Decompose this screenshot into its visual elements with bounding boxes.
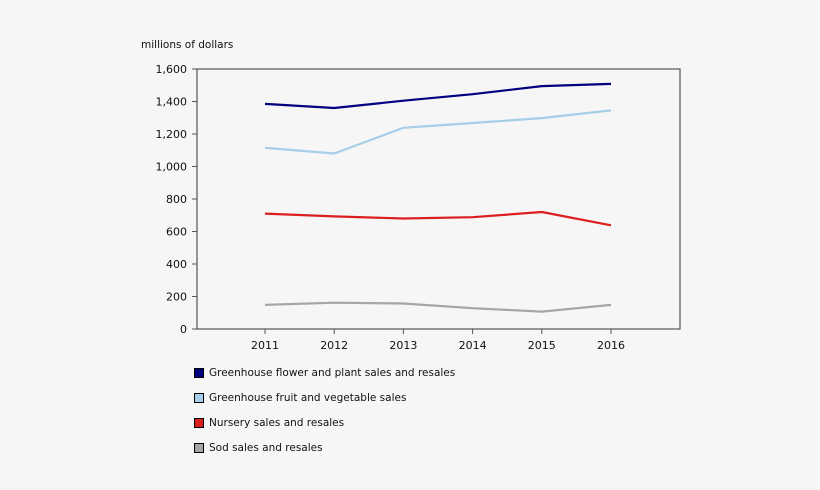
x-tick-label: 2015 — [528, 339, 556, 352]
x-tick-label: 2014 — [459, 339, 487, 352]
y-tick-label: 1,600 — [156, 63, 188, 76]
y-tick-label: 400 — [166, 258, 187, 271]
legend-item: Nursery sales and resales — [194, 410, 455, 435]
x-tick-label: 2012 — [320, 339, 348, 352]
y-tick-label: 800 — [166, 193, 187, 206]
legend-label: Sod sales and resales — [209, 441, 323, 454]
legend-swatch — [194, 367, 204, 378]
y-tick-label: 1,000 — [156, 161, 188, 174]
y-tick-label: 1,200 — [156, 128, 188, 141]
legend-item: Sod sales and resales — [194, 435, 455, 460]
series-line-3 — [264, 210, 612, 227]
y-tick-label: 0 — [180, 323, 187, 336]
x-axis: 2011 2012 2013 2014 2015 2016 — [251, 329, 625, 352]
legend-label: Greenhouse fruit and vegetable sales — [209, 391, 407, 404]
legend-item: Greenhouse flower and plant sales and re… — [194, 360, 455, 385]
x-tick-label: 2011 — [251, 339, 279, 352]
series-line-4 — [264, 301, 612, 313]
y-axis-unit-label: millions of dollars — [141, 39, 233, 51]
y-axis: 0 200 400 600 800 1,000 1,200 1,400 1,600 — [156, 63, 197, 336]
legend-label: Greenhouse flower and plant sales and re… — [209, 366, 456, 379]
plot-area-frame — [196, 68, 681, 330]
series-line-1 — [264, 82, 612, 110]
y-tick-label: 200 — [166, 291, 187, 304]
y-tick-label: 600 — [166, 226, 187, 239]
legend-item: Greenhouse fruit and vegetable sales — [194, 385, 455, 410]
legend-swatch — [194, 392, 204, 403]
legend: Greenhouse flower and plant sales and re… — [194, 360, 455, 460]
legend-swatch — [194, 442, 204, 453]
x-tick-label: 2016 — [597, 339, 625, 352]
y-tick-label: 1,400 — [156, 96, 188, 109]
series-lines — [264, 82, 612, 313]
legend-label: Nursery sales and resales — [209, 416, 345, 429]
legend-swatch — [194, 417, 204, 428]
x-tick-label: 2013 — [389, 339, 417, 352]
series-line-2 — [264, 109, 612, 155]
